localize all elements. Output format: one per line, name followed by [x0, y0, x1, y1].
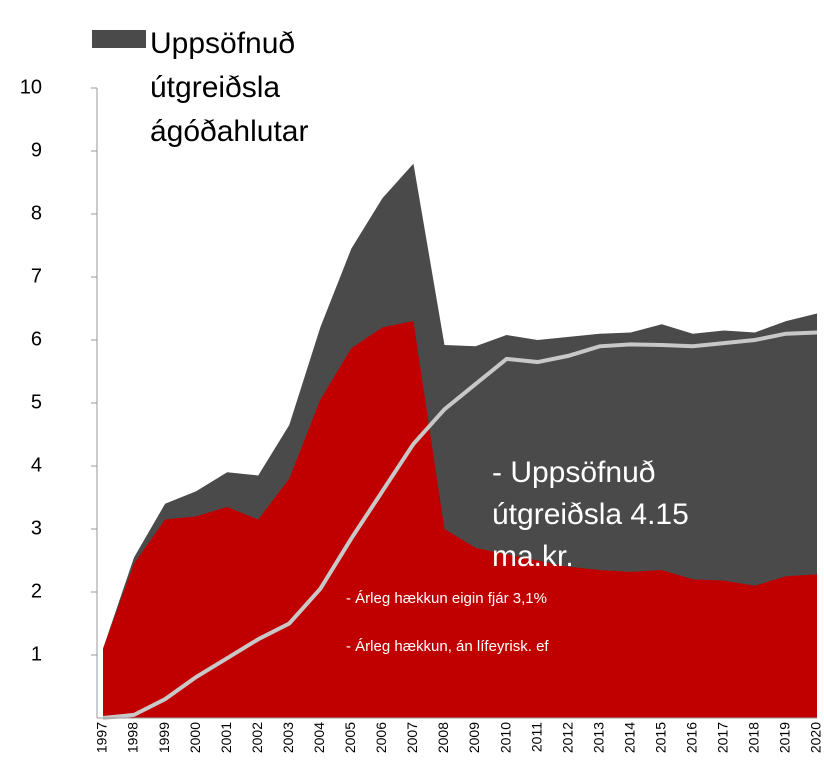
y-tick-label: 1 [31, 643, 42, 665]
x-tick-label: 2003 [280, 722, 296, 753]
annotation: - Uppsöfnuð útgreiðsla 4.15 ma.kr. [492, 456, 689, 573]
x-tick-label: 2002 [249, 722, 265, 753]
x-tick-label: 2016 [684, 722, 700, 753]
x-tick-label: 2019 [777, 722, 793, 753]
line [102, 330, 818, 720]
x-tick-label: 2004 [311, 722, 327, 753]
x-tick-label: 2014 [621, 722, 637, 753]
x-tick-label: 2017 [715, 722, 731, 753]
x-tick-label: 2000 [187, 722, 203, 753]
x-tick-label: 2005 [342, 722, 358, 753]
x-tick-label: 1999 [156, 722, 172, 753]
y-tick-label: 7 [31, 265, 42, 287]
y-tick-label: 9 [31, 139, 42, 161]
x-tick-label: 2020 [808, 722, 824, 753]
legend-swatch [92, 30, 146, 48]
x-tick-label: 2010 [497, 722, 513, 753]
x-tick-label: 2012 [559, 722, 575, 753]
x-tick-label: 2006 [373, 722, 389, 753]
x-tick-label: 2018 [746, 722, 762, 753]
x-tick-label: 1997 [94, 722, 110, 753]
y-tick-label: 3 [31, 517, 42, 539]
x-tick-label: 2008 [435, 722, 451, 753]
y-tick-label: 5 [31, 391, 42, 413]
x-tick-label: 2013 [590, 722, 606, 753]
x-tick-label: 1998 [125, 722, 141, 753]
x-tick-label: 2007 [404, 722, 420, 753]
x-tick-label: 2001 [218, 722, 234, 753]
y-tick-label: 2 [31, 580, 42, 602]
x-tick-label: 2015 [652, 722, 668, 753]
legend-label: Uppsöfnuð útgreiðsla ágóðahlutar [150, 27, 309, 148]
annotation: - Árleg hækkun eigin fjár 3,1% [346, 590, 547, 607]
y-tick-label: 8 [31, 202, 42, 224]
x-tick-label: 2009 [466, 722, 482, 753]
y-tick-label: 6 [31, 328, 42, 350]
area [103, 321, 817, 718]
annotation: - Árleg hækkun, án lífeyrisk. ef [346, 638, 549, 655]
y-tick-label: 4 [31, 454, 42, 476]
x-tick-label: 2011 [528, 722, 544, 752]
y-tick-label: 10 [20, 76, 42, 98]
